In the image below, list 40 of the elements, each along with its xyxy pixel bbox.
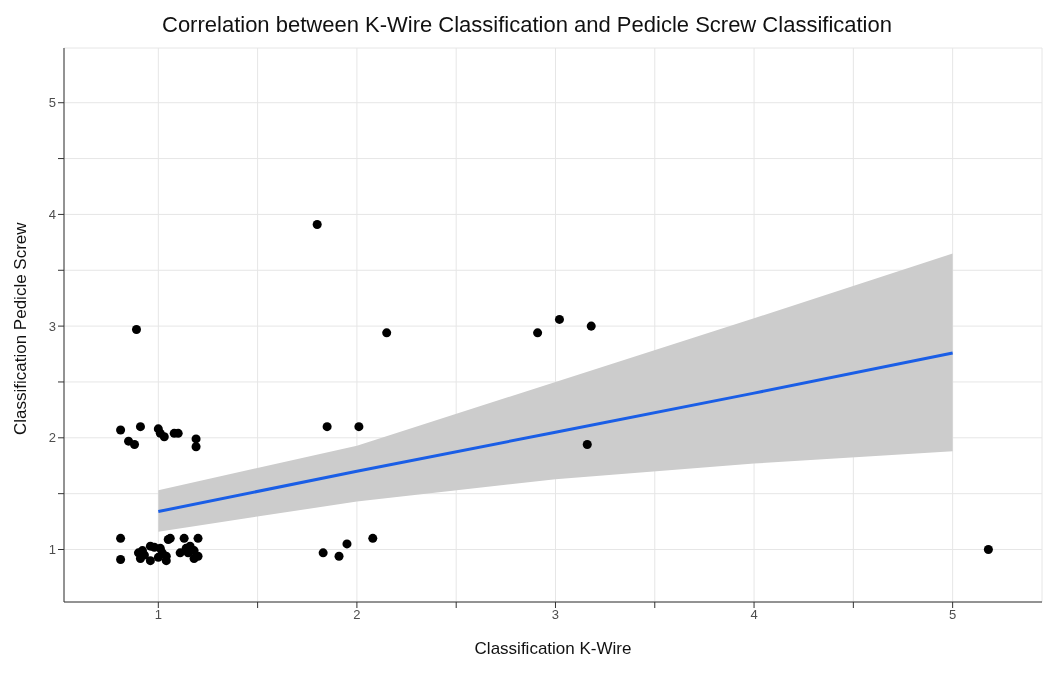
- point: [159, 432, 169, 442]
- point: [116, 555, 126, 565]
- y-tick-label: 1: [48, 542, 56, 558]
- x-tick-label: 3: [551, 607, 560, 623]
- chart-title: Correlation between K-Wire Classification and Pedicle Screw Classification: [161, 11, 893, 39]
- point: [129, 440, 140, 450]
- point: [382, 328, 392, 338]
- point: [179, 533, 189, 543]
- point: [116, 425, 126, 435]
- point: [334, 551, 344, 561]
- point: [533, 328, 543, 338]
- point: [131, 324, 141, 334]
- x-axis-title: Classification K-Wire: [474, 639, 632, 658]
- x-tick-label: 2: [353, 607, 361, 623]
- point: [554, 314, 564, 324]
- x-tick-label: 4: [750, 607, 758, 623]
- point: [342, 539, 352, 549]
- y-tick-label: 3: [48, 318, 56, 334]
- point: [368, 533, 378, 543]
- point: [191, 434, 201, 444]
- point: [983, 545, 993, 555]
- point: [582, 440, 592, 450]
- point: [191, 442, 201, 452]
- point: [153, 552, 163, 562]
- y-tick-label: 2: [48, 430, 56, 446]
- point: [354, 422, 364, 432]
- x-tick-label: 1: [154, 607, 162, 623]
- point: [135, 422, 145, 432]
- y-tick-label: 5: [48, 95, 56, 111]
- point: [145, 556, 155, 566]
- point: [586, 321, 596, 331]
- point: [322, 422, 332, 432]
- y-tick-label: 4: [48, 207, 56, 223]
- point: [312, 219, 322, 229]
- point: [318, 548, 328, 558]
- line-series: [156, 351, 955, 514]
- point: [116, 533, 126, 543]
- y-axis-title: Classification Pedicle Screw: [11, 221, 31, 435]
- point: [193, 533, 203, 543]
- x-tick-label: 5: [949, 607, 957, 623]
